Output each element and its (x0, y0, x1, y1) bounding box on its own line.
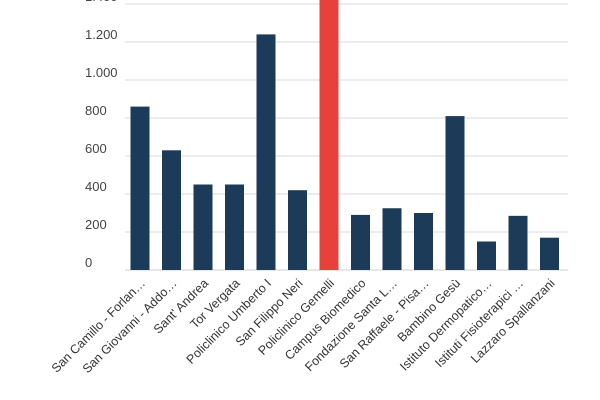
bar (225, 184, 244, 270)
y-tick-label: 1.000 (85, 65, 118, 80)
y-tick-label: 1.400 (85, 0, 118, 4)
bar (382, 208, 402, 270)
bar (508, 215, 528, 270)
bar (162, 150, 181, 270)
bar (477, 241, 496, 270)
bar (288, 190, 307, 270)
grid-layer (125, 3, 568, 271)
bar-series (130, 0, 559, 271)
bar (351, 214, 370, 270)
y-tick-label: 400 (85, 179, 107, 194)
y-tick-label: 0 (85, 255, 92, 270)
bar (319, 0, 339, 270)
y-tick-label: 600 (85, 141, 107, 156)
bar (445, 116, 465, 270)
bar (193, 184, 213, 270)
bar (414, 213, 433, 270)
y-tick-label: 1.200 (85, 27, 118, 42)
y-tick-label: 800 (85, 103, 107, 118)
bar (540, 237, 559, 270)
bar (256, 34, 276, 271)
y-axis-ticks: 0 200 400 600 800 1.000 1.200 1.400 (85, 0, 118, 270)
bar (130, 106, 150, 270)
x-axis-ticks: San Camillo - Forlan…San Giovanni - Addo… (49, 276, 558, 376)
y-tick-label: 200 (85, 217, 107, 232)
